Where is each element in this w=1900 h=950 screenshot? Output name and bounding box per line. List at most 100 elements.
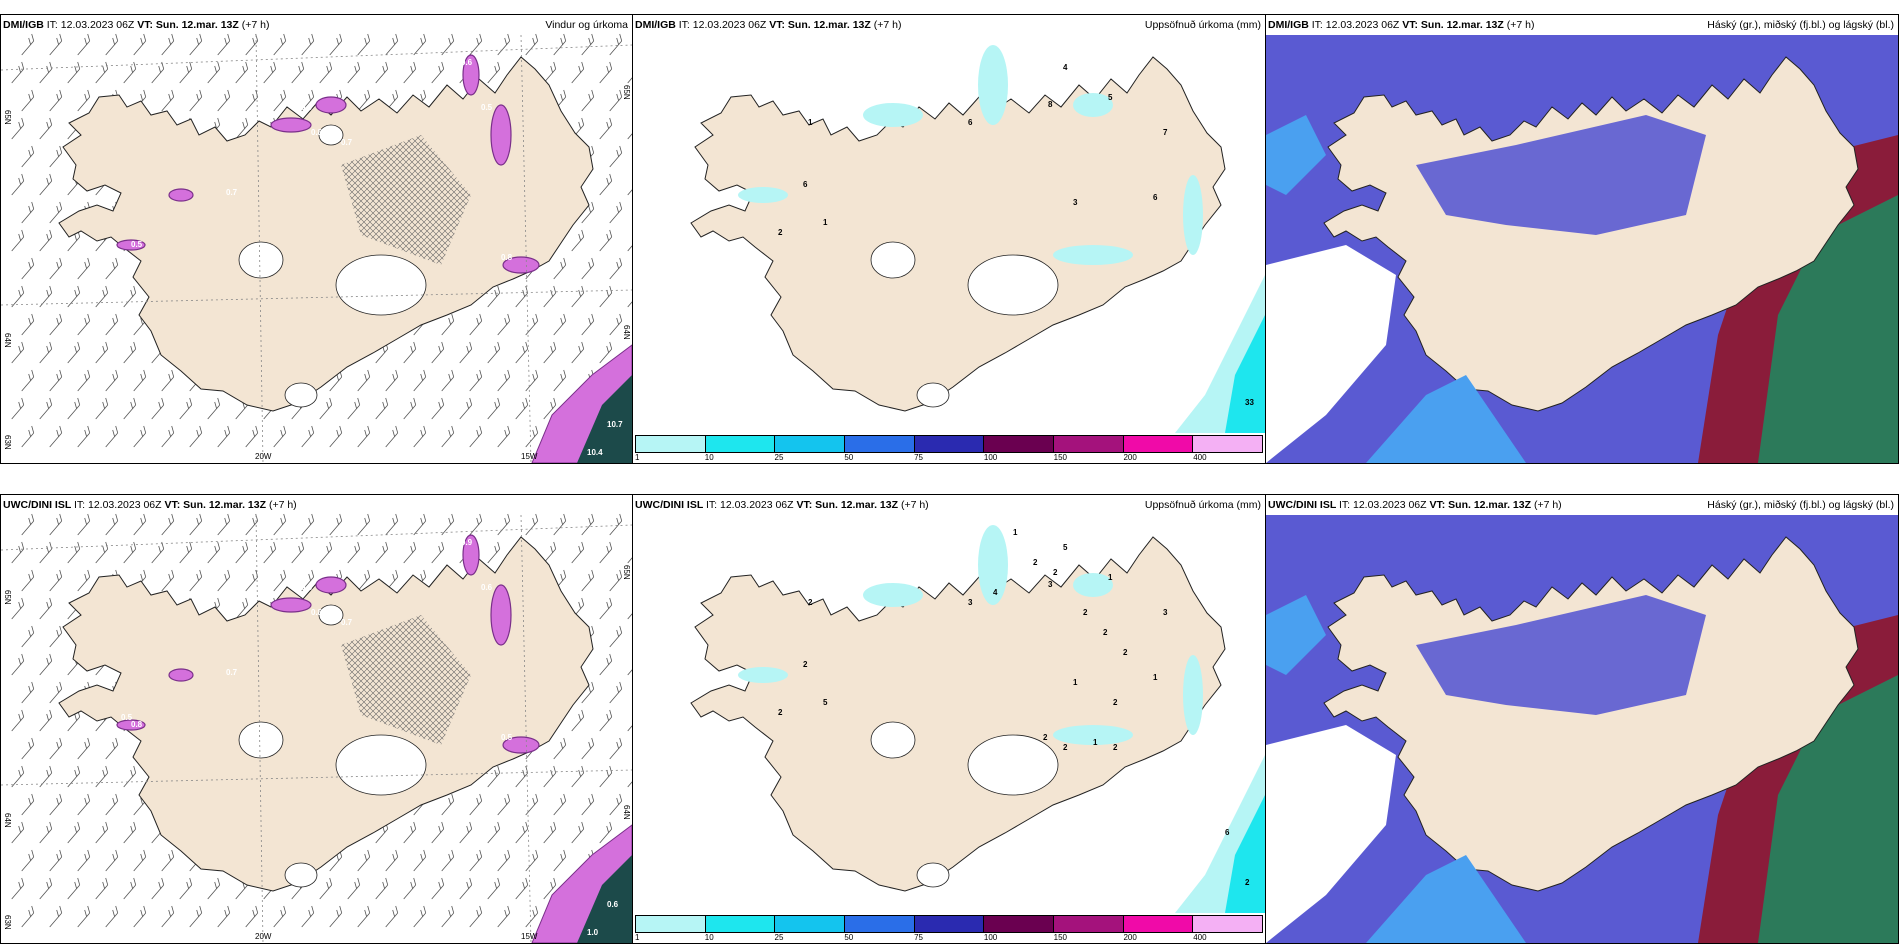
wind-core (577, 855, 632, 943)
wind-band (116, 719, 146, 731)
colorbar-tick: 1 (635, 933, 640, 942)
lon-label: 15W (521, 932, 538, 941)
colorbar-swatch (1123, 916, 1194, 932)
precip-value: 33 (1245, 398, 1254, 407)
wind-barb (413, 33, 427, 56)
wind-barb (403, 341, 417, 364)
wind-barb (11, 341, 25, 364)
wind-barb (469, 793, 483, 816)
wind-barb (487, 821, 501, 844)
colorbar-swatch (984, 916, 1055, 932)
precip-value: 2 (1113, 743, 1118, 752)
wind-barb (49, 737, 63, 760)
wind-barb (553, 33, 567, 56)
graticule-line (1, 289, 632, 306)
wind-barb (525, 849, 539, 872)
init-time: 12.03.2023 06Z (60, 19, 138, 31)
wind-barb (543, 541, 557, 564)
wind-value: 0.5 (481, 103, 493, 112)
wind-barb (609, 257, 623, 280)
wind-barb (581, 793, 595, 816)
colorbar-tick: 10 (704, 453, 714, 462)
wind-barb (487, 341, 501, 364)
graticule-line (255, 34, 264, 463)
wind-barb (151, 877, 165, 900)
valid-time: Sun. 12.mar. 13Z (787, 19, 874, 31)
wind-barb (49, 905, 63, 928)
wind-barb (21, 369, 35, 392)
wind-barb (441, 793, 455, 816)
wind-barb (123, 765, 137, 788)
lead-time: (+7 h) (241, 19, 270, 31)
wind-barb (375, 61, 389, 84)
wind-barb (487, 61, 501, 84)
wind-barb (11, 597, 25, 620)
wind-barb (497, 33, 511, 56)
panel-header: DMI/IGB IT: 12.03.2023 06Z VT: Sun. 12.m… (1268, 19, 1894, 35)
wind-barb (273, 425, 287, 448)
wind-barb (133, 369, 147, 392)
wind-barb (581, 681, 595, 704)
wind-barb (39, 229, 53, 252)
wind-band (315, 96, 347, 114)
wind-barb (581, 257, 595, 280)
wind-barb (49, 793, 63, 816)
it-label: IT: (705, 499, 720, 511)
wind-barb (347, 877, 361, 900)
colorbar-swatch (775, 436, 846, 452)
wind-barb (571, 765, 585, 788)
valid-time: Sun. 12.mar. 13Z (815, 499, 901, 511)
wind-value: 0.5 (501, 733, 513, 742)
panel-title: Uppsöfnuð úrkoma (mm) (1144, 19, 1261, 31)
wind-barb (245, 89, 259, 112)
vt-label: VT: (796, 499, 816, 511)
wind-barb (105, 33, 119, 56)
colorbar-swatch (845, 436, 915, 452)
precip-value: 2 (1063, 743, 1068, 752)
wind-barb (599, 653, 613, 676)
wind-barb (77, 569, 91, 592)
wind-barb (525, 369, 539, 392)
wind-value: 0.6 (481, 583, 493, 592)
wind-barb (525, 905, 539, 928)
wind-barb (123, 61, 137, 84)
wind-barb (123, 397, 137, 420)
wind-barb (21, 625, 35, 648)
wind-barb (49, 33, 63, 56)
precip-value: 1 (1108, 573, 1113, 582)
wind-barb (11, 61, 25, 84)
wind-barb (21, 681, 35, 704)
precip-value: 2 (1033, 558, 1038, 567)
wind-barb (67, 877, 81, 900)
wind-barb (123, 821, 137, 844)
wind-core (577, 375, 632, 463)
wind-barb (11, 765, 25, 788)
graticule (1, 34, 632, 463)
wind-barb (459, 397, 473, 420)
wind-barb (375, 877, 389, 900)
precip-value: 6 (968, 118, 973, 127)
graticule (1, 514, 632, 943)
wind-barb (49, 257, 63, 280)
wind-barb (217, 905, 231, 928)
wind-barb (21, 33, 35, 56)
wind-barb (609, 625, 623, 648)
wind-value: 0.8 (311, 608, 323, 617)
wind-barb (487, 541, 501, 564)
wind-barb (581, 313, 595, 336)
wind-barb (77, 737, 91, 760)
graticule-line (1, 769, 632, 786)
wind-barb (245, 425, 259, 448)
wind-barb (161, 905, 175, 928)
wind-barb (571, 341, 585, 364)
precip-value: 5 (1063, 543, 1068, 552)
wind-barb (151, 541, 165, 564)
lat-label: 64N (3, 813, 12, 828)
wind-barb (375, 541, 389, 564)
wind-barb (385, 905, 399, 928)
colorbar-tick: 50 (844, 453, 854, 462)
precip-value: 2 (1053, 568, 1058, 577)
glacier (238, 721, 284, 759)
valid-time: Sun. 12.mar. 13Z (1420, 19, 1507, 31)
wind-barb (245, 905, 259, 928)
